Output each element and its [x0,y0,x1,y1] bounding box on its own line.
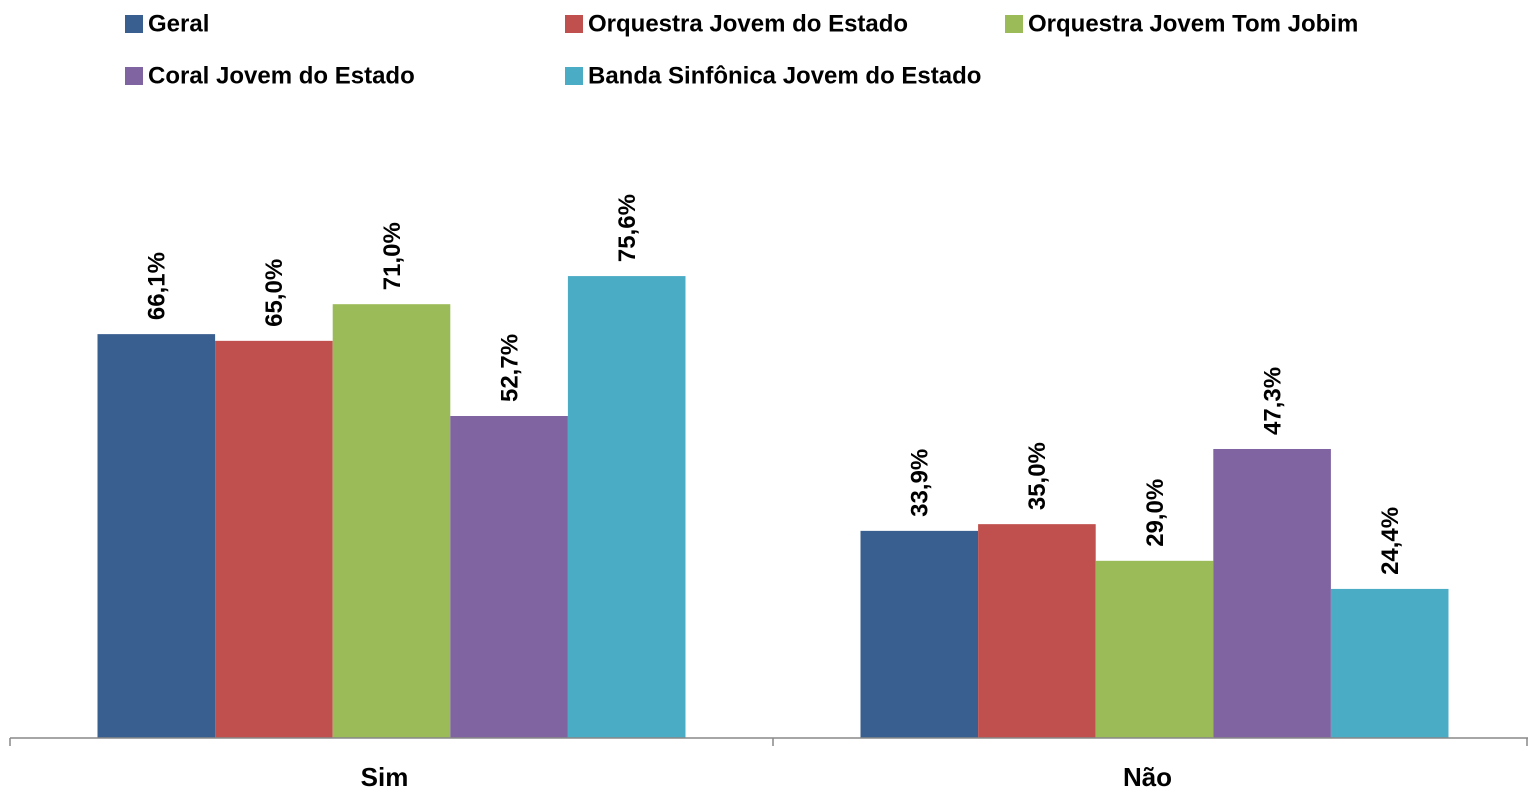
data-label: 24,4% [1377,507,1404,575]
bar [978,524,1096,738]
x-tick-label: Sim [361,762,409,792]
data-label: 65,0% [261,259,288,327]
bar [215,340,333,738]
bar [1330,588,1449,738]
bar [450,416,568,738]
bar [1213,448,1331,738]
data-label: 33,9% [907,449,934,517]
legend-swatch [125,15,143,33]
x-tick-label: Não [1123,762,1172,792]
bar [860,530,979,738]
bar [97,334,216,738]
legend-label: Orquestra Jovem do Estado [588,10,908,37]
legend-label: Geral [148,10,209,37]
legend-swatch [565,15,583,33]
legend-swatch [125,67,143,85]
legend-label: Banda Sinfônica Jovem do Estado [588,62,981,89]
legend-label: Orquestra Jovem Tom Jobim [1028,10,1358,37]
data-label: 66,1% [144,252,171,320]
data-label: 71,0% [379,222,406,290]
bar [567,276,686,738]
bar [332,304,451,738]
bar [1095,560,1214,738]
data-label: 52,7% [496,334,523,402]
data-label: 75,6% [614,194,641,262]
data-label: 47,3% [1259,367,1286,435]
legend-swatch [1005,15,1023,33]
data-label: 29,0% [1142,479,1169,547]
legend-swatch [565,67,583,85]
legend-label: Coral Jovem do Estado [148,62,415,89]
data-label: 35,0% [1024,442,1051,510]
